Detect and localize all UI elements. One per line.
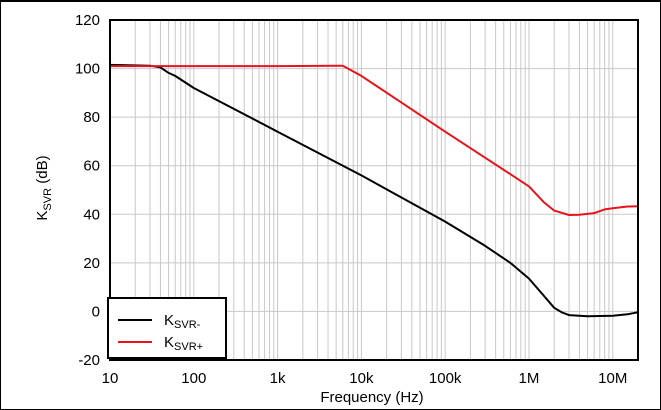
series-line-ksvr-plus: [110, 64, 639, 216]
y-tick-label: 0: [92, 303, 100, 320]
series-lines: [109, 63, 639, 318]
x-tick-label: 10M: [598, 370, 627, 387]
y-tick-label: 40: [83, 206, 100, 223]
y-axis-title-suffix: (dB): [34, 155, 51, 188]
legend-box: [107, 297, 227, 359]
x-tick-label: 10k: [349, 370, 374, 387]
y-axis-title: KSVR (dB): [34, 155, 54, 220]
x-tick-label: 100: [181, 370, 206, 387]
tick-labels: 10 100 1k 10k 100k 1M 10M -20 0 20 40 60 80 100 120: [75, 12, 627, 387]
y-tick-label: 20: [83, 255, 100, 272]
legend-label-ksvr-minus: KSVR-: [164, 312, 201, 331]
x-tick-label: 1M: [519, 370, 540, 387]
y-tick-label: 100: [75, 61, 100, 78]
x-tick-label: 100k: [429, 370, 462, 387]
y-tick-label: -20: [78, 352, 100, 369]
plot-border: [109, 19, 639, 361]
x-axis-title: Frequency (Hz): [320, 389, 423, 406]
y-tick-label: 80: [83, 109, 100, 126]
x-tick-label: 10: [102, 370, 119, 387]
legend-label-ksvr-plus: KSVR+: [164, 334, 203, 353]
legend: KSVR- KSVR+: [107, 297, 227, 359]
y-tick-label: 60: [83, 158, 100, 175]
y-tick-label: 120: [75, 12, 100, 29]
x-tick-label: 1k: [270, 370, 286, 387]
series-line-ksvr-minus: [109, 63, 639, 318]
y-axis-title-main: K: [34, 211, 51, 221]
y-axis-title-sub: SVR: [42, 188, 54, 211]
